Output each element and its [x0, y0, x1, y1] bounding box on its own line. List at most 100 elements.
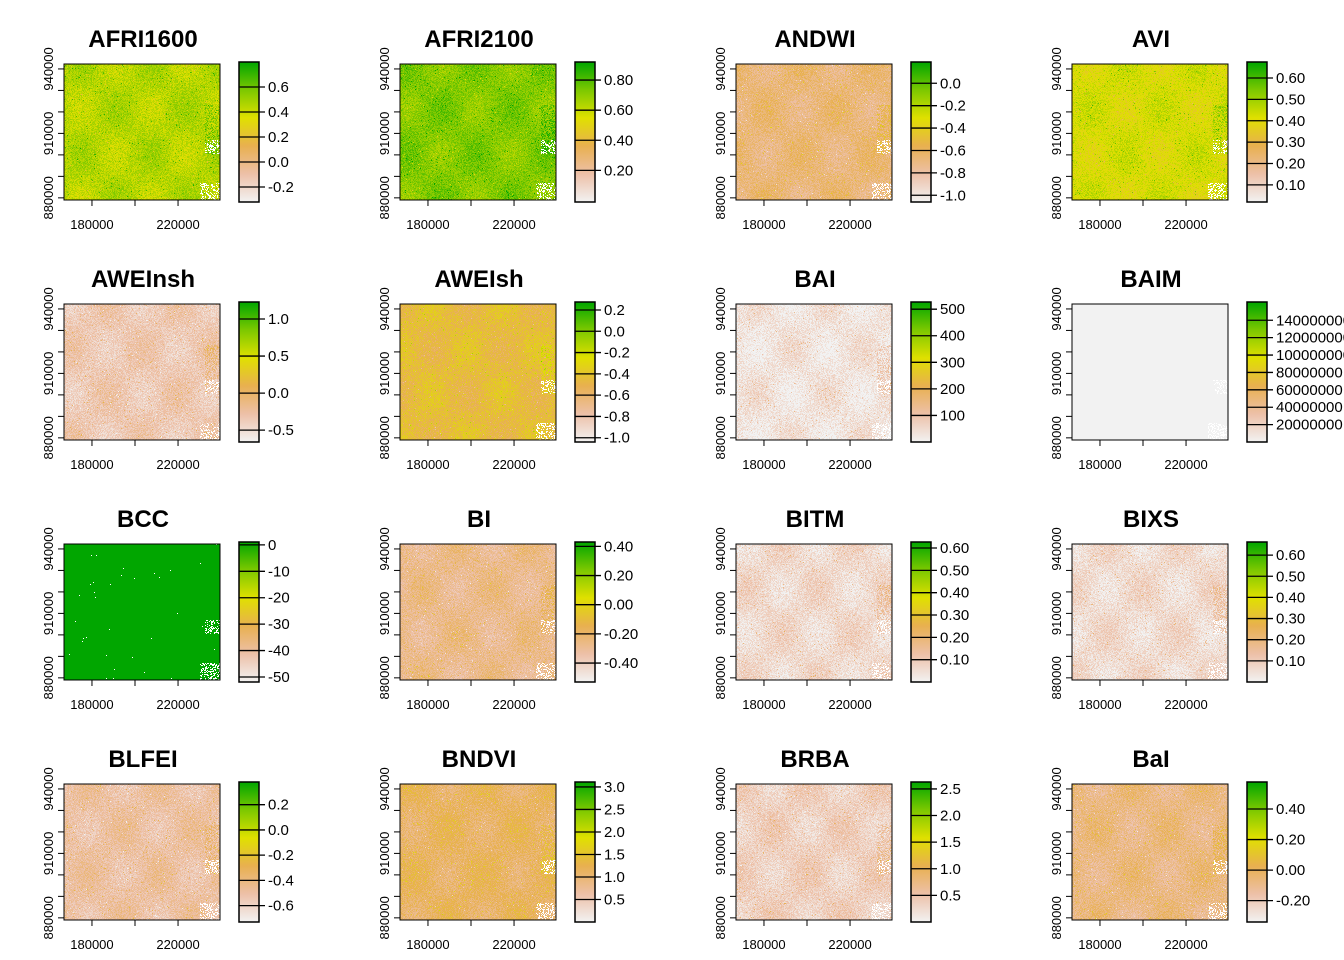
legend-tick-label: 300	[940, 354, 965, 371]
raster-image	[736, 544, 892, 680]
legend-tick-label: 1.0	[940, 861, 961, 878]
legend-tick-label: 0.0	[940, 75, 961, 92]
legend-tick-label: 0.30	[1276, 611, 1305, 628]
legend-tick-label: 0.60	[604, 102, 633, 119]
legend-tick-label: 2.5	[604, 801, 625, 818]
y-tick-label: 940000	[713, 767, 728, 810]
legend-tick-label: -0.8	[940, 165, 966, 182]
plot-border	[735, 303, 893, 441]
y-tick-label: 910000	[377, 352, 392, 395]
legend-tick-label: -0.4	[940, 120, 966, 137]
legend-tick-label: 0.50	[1276, 568, 1305, 585]
legend-tick-label: 0.40	[940, 585, 969, 602]
x-tick-label: 180000	[1078, 937, 1121, 952]
x-tick-label: 220000	[156, 697, 199, 712]
raster-panel-afri1600: AFRI1600 180000 220000 880000 910000 940000 0.…	[0, 0, 336, 240]
y-tick-label: 880000	[713, 176, 728, 219]
y-tick-label: 940000	[41, 47, 56, 90]
legend-tick-label: 0	[268, 537, 276, 554]
y-tick-label: 940000	[377, 767, 392, 810]
x-tick-label: 220000	[492, 457, 535, 472]
legend-tick-label: -0.2	[940, 98, 966, 115]
raster-image	[64, 784, 220, 920]
legend-tick-label: 0.0	[268, 822, 289, 839]
x-tick-label: 220000	[492, 697, 535, 712]
raster-image	[64, 64, 220, 200]
legend-colorbar	[574, 61, 596, 203]
legend-tick-label: 40000000	[1276, 399, 1343, 416]
legend-tick-label: 2.0	[604, 824, 625, 841]
legend-tick-label: 0.50	[1276, 91, 1305, 108]
plot-border	[1071, 543, 1229, 681]
raster-panel-bitm: BITM 180000 220000 880000 910000 940000 0.60 0.…	[672, 480, 1008, 720]
legend-colorbar	[910, 781, 932, 923]
panel-axes: 180000 220000 880000 910000 940000 0.60 0.50 0.…	[1049, 527, 1305, 712]
y-tick-label: 910000	[1049, 352, 1064, 395]
y-tick-label: 940000	[41, 527, 56, 570]
plot-border	[399, 783, 557, 921]
legend-tick-label: 0.20	[1276, 832, 1305, 849]
legend-tick-label: 60000000	[1276, 382, 1343, 399]
y-tick-label: 940000	[713, 287, 728, 330]
legend-tick-label: 0.30	[1276, 134, 1305, 151]
x-tick-label: 220000	[156, 937, 199, 952]
x-tick-label: 180000	[1078, 697, 1121, 712]
legend-tick-label: 100000000	[1276, 347, 1344, 364]
raster-image	[400, 544, 556, 680]
plot-border	[1071, 303, 1229, 441]
legend-tick-label: 500	[940, 301, 965, 318]
raster-panel-bai: BAI 180000 220000 880000 910000 940000 500 400 3…	[672, 240, 1008, 480]
plot-border	[63, 303, 221, 441]
x-tick-label: 220000	[828, 457, 871, 472]
y-tick-label: 880000	[1049, 896, 1064, 939]
legend-tick-label: 0.30	[940, 607, 969, 624]
y-tick-label: 880000	[713, 416, 728, 459]
legend-tick-label: 3.0	[604, 779, 625, 796]
legend-tick-label: 0.5	[940, 887, 961, 904]
x-tick-label: 220000	[828, 217, 871, 232]
raster-image	[64, 304, 220, 440]
legend-tick-label: 0.50	[940, 562, 969, 579]
legend-tick-label: -0.20	[604, 626, 638, 643]
y-tick-label: 880000	[41, 896, 56, 939]
raster-panel-avi: AVI 180000 220000 880000 910000 940000 0.60 0.5…	[1008, 0, 1344, 240]
panel-title: BITM	[785, 506, 845, 533]
y-tick-label: 880000	[377, 656, 392, 699]
panel-axes: 180000 220000 880000 910000 940000 0.40 0.20 0.…	[377, 527, 638, 712]
raster-panel-aweinsh: AWEInsh 180000 220000 880000 910000 940000 1.0…	[0, 240, 336, 480]
legend-tick-label: -0.2	[604, 345, 630, 362]
legend-colorbar	[1246, 541, 1268, 683]
panel-title: ANDWI	[774, 26, 856, 53]
legend-tick-label: -10	[268, 563, 290, 580]
y-tick-label: 910000	[713, 832, 728, 875]
legend-tick-label: 80000000	[1276, 364, 1343, 381]
legend-tick-label: 0.80	[604, 72, 633, 89]
legend-tick-label: 0.2	[268, 129, 289, 146]
legend-tick-label: 0.0	[268, 385, 289, 402]
y-tick-label: 940000	[713, 527, 728, 570]
plot-border	[1071, 63, 1229, 201]
panel-title: BLFEI	[108, 746, 178, 773]
plot-border	[735, 543, 893, 681]
panel-title: BAI	[794, 266, 836, 293]
legend-tick-label: 100	[940, 407, 965, 424]
legend-colorbar	[910, 541, 932, 683]
plot-border	[63, 543, 221, 681]
raster-image	[736, 784, 892, 920]
panel-title: BCC	[117, 506, 169, 533]
legend-tick-label: 0.60	[1276, 547, 1305, 564]
x-tick-label: 180000	[406, 217, 449, 232]
raster-panel-bixs: BIXS 180000 220000 880000 910000 940000 0.60 0.…	[1008, 480, 1344, 720]
legend-tick-label: 200	[940, 381, 965, 398]
panel-title: AWEInsh	[90, 266, 195, 293]
y-tick-label: 910000	[377, 592, 392, 635]
legend-tick-label: -20	[268, 590, 290, 607]
raster-image	[1072, 784, 1228, 920]
legend-tick-label: 120000000	[1276, 330, 1344, 347]
raster-image	[736, 304, 892, 440]
y-tick-label: 940000	[41, 767, 56, 810]
plot-border	[735, 63, 893, 201]
legend-tick-label: 0.2	[268, 797, 289, 814]
raster-image	[1072, 304, 1228, 440]
panel-axes: 180000 220000 880000 910000 940000 0.40 0.20 0.…	[1049, 767, 1310, 952]
